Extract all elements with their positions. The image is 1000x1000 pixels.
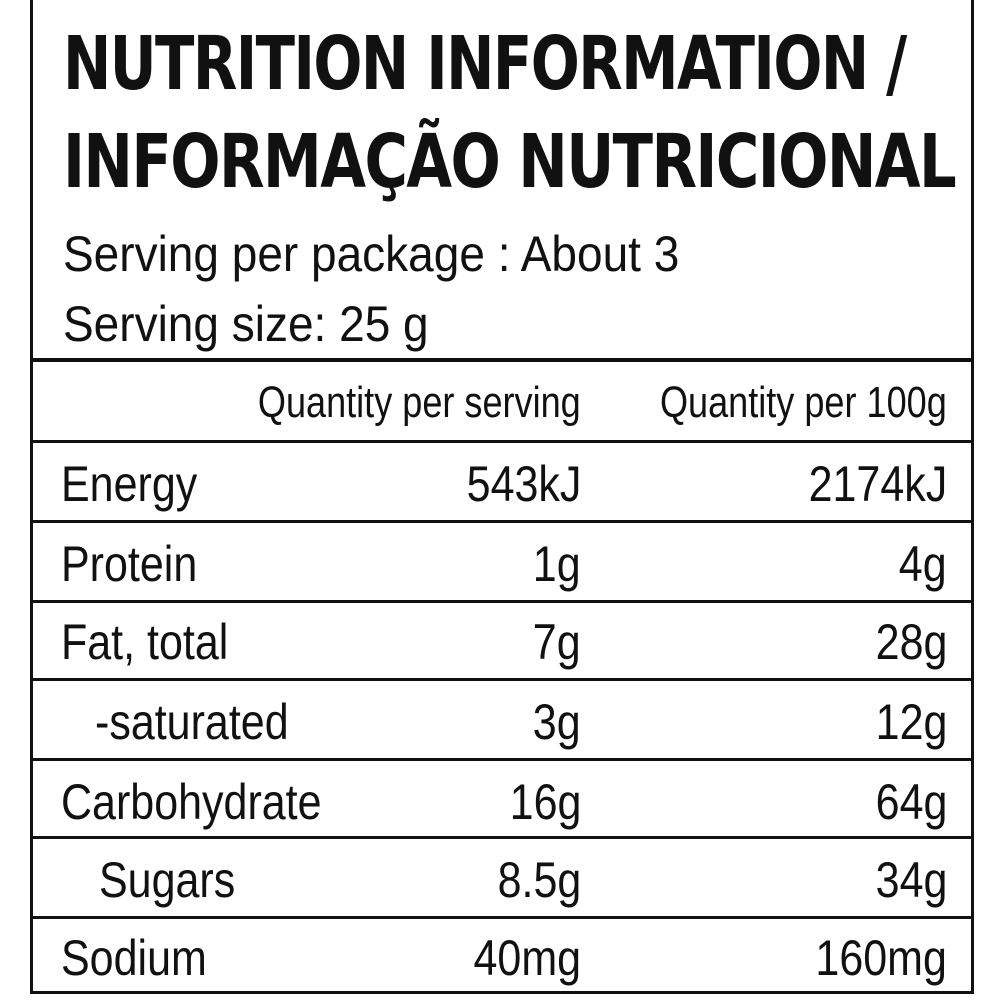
- value-per-serving: 8.5g: [497, 852, 581, 908]
- value-per-serving: 7g: [533, 614, 581, 670]
- value-per-100g: 34g: [875, 852, 947, 908]
- value-per-serving: 3g: [533, 694, 581, 750]
- table-row-energy: Energy 543kJ 2174kJ: [33, 446, 971, 520]
- serving-size: Serving size: 25 g: [63, 296, 429, 352]
- nutrient-label: Protein: [61, 536, 198, 592]
- value-per-serving: 543kJ: [466, 456, 581, 512]
- column-header-per-serving: Quantity per serving: [258, 378, 581, 427]
- row-divider: [33, 836, 971, 839]
- value-per-serving: 1g: [533, 536, 581, 592]
- value-per-100g: 12g: [875, 694, 947, 750]
- value-per-100g: 4g: [899, 536, 947, 592]
- nutrient-label: Carbohydrate: [61, 774, 322, 830]
- value-per-100g: 28g: [875, 614, 947, 670]
- table-row-protein: Protein 1g 4g: [33, 526, 971, 600]
- row-divider: [33, 758, 971, 761]
- nutrient-label: Fat, total: [61, 614, 229, 670]
- table-row-carbohydrate: Carbohydrate 16g 64g: [33, 764, 971, 838]
- value-per-serving: 16g: [509, 774, 581, 830]
- title-line-1: NUTRITION INFORMATION /: [63, 21, 907, 107]
- row-divider: [33, 520, 971, 523]
- table-row-fat-total: Fat, total 7g 28g: [33, 604, 971, 678]
- row-divider: [33, 678, 971, 681]
- table-row-sugars: Sugars 8.5g 34g: [33, 842, 971, 916]
- table-row-sodium: Sodium 40mg 160mg: [33, 920, 971, 994]
- header-divider: [33, 358, 971, 362]
- nutrient-label: -saturated: [95, 694, 289, 750]
- value-per-100g: 64g: [875, 774, 947, 830]
- nutrient-label: Sodium: [61, 930, 207, 986]
- title-line-2: INFORMAÇÃO NUTRICIONAL: [63, 119, 957, 205]
- servings-per-package: Serving per package : About 3: [63, 226, 680, 282]
- row-divider: [33, 440, 971, 443]
- value-per-100g: 160mg: [815, 930, 947, 986]
- row-divider: [33, 600, 971, 603]
- value-per-serving: 40mg: [473, 930, 581, 986]
- nutrient-label: Energy: [61, 456, 198, 512]
- nutrient-label: Sugars: [99, 852, 236, 908]
- value-per-100g: 2174kJ: [808, 456, 947, 512]
- row-divider: [33, 916, 971, 919]
- column-header-per-100g: Quantity per 100g: [660, 378, 947, 427]
- nutrition-panel: NUTRITION INFORMATION / INFORMAÇÃO NUTRI…: [30, 0, 974, 994]
- table-row-saturated: -saturated 3g 12g: [33, 684, 971, 758]
